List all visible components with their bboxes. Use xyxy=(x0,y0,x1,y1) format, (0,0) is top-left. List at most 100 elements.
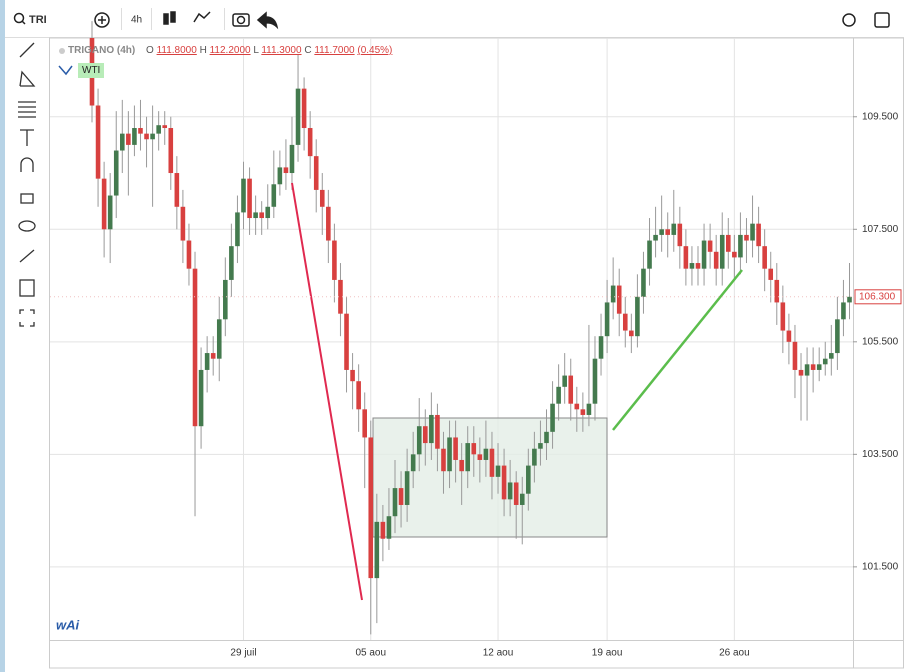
tool-text[interactable] xyxy=(20,129,34,146)
x-tick-label: 12 aou xyxy=(483,648,514,659)
c-value: 111.7000 xyxy=(314,45,355,56)
candle-body xyxy=(132,128,137,145)
tool-fib[interactable] xyxy=(18,101,36,118)
candle-body xyxy=(744,234,749,241)
search-icon[interactable] xyxy=(13,12,25,24)
candle-body xyxy=(732,251,737,258)
candles-icon[interactable] xyxy=(163,13,169,25)
candle-body xyxy=(798,369,804,376)
badge[interactable]: WTI xyxy=(78,63,105,78)
last-price-label: 106.300 xyxy=(859,291,896,302)
candle-body xyxy=(313,156,319,190)
candle-body xyxy=(404,471,410,505)
indicator-logo xyxy=(58,65,73,76)
camera-icon[interactable] xyxy=(232,13,250,27)
candle-body xyxy=(350,369,355,382)
settings-icon[interactable] xyxy=(842,13,856,27)
candle-body xyxy=(592,358,598,404)
candle-body xyxy=(374,521,380,579)
candle-body xyxy=(386,516,392,539)
candle-body xyxy=(453,437,458,460)
left-edge xyxy=(0,0,5,672)
down-trendline[interactable] xyxy=(291,182,363,601)
candles xyxy=(89,21,852,635)
candle-body xyxy=(253,212,258,219)
candle-body xyxy=(550,403,555,432)
candle-body xyxy=(610,285,616,303)
candle-body xyxy=(689,263,695,269)
y-tick-label: 109.500 xyxy=(862,111,899,122)
candle-body xyxy=(683,246,689,269)
candle-body xyxy=(356,381,361,410)
candle-body xyxy=(192,268,198,427)
candle-body xyxy=(835,319,840,354)
candle-body xyxy=(416,426,422,455)
candle-body xyxy=(435,414,440,449)
candle-body xyxy=(641,268,646,297)
tool-link[interactable] xyxy=(19,249,35,263)
tool-line[interactable] xyxy=(19,42,35,58)
last-price-box xyxy=(854,289,902,305)
tool-eye[interactable] xyxy=(18,220,36,232)
y-tick-label: 105.500 xyxy=(862,336,899,347)
candle-body xyxy=(526,465,531,494)
tool-frame[interactable] xyxy=(19,309,35,327)
candle-body xyxy=(659,229,664,235)
candle-body xyxy=(719,234,725,269)
candle-body xyxy=(598,336,604,359)
symbol[interactable]: TRI xyxy=(29,14,47,26)
candle-body xyxy=(677,223,683,247)
candle-body xyxy=(622,313,628,331)
candle-body xyxy=(204,353,210,370)
candle-body xyxy=(726,234,731,252)
y-tick-label: 103.500 xyxy=(862,449,899,460)
candle-body xyxy=(538,443,543,449)
candle-body xyxy=(162,125,168,129)
tool-magnet[interactable] xyxy=(20,157,34,172)
tool-calculator[interactable] xyxy=(19,279,35,297)
candle-body xyxy=(635,296,640,337)
o-label: O xyxy=(146,45,154,56)
add-icon[interactable] xyxy=(94,12,110,28)
candle-body xyxy=(653,234,658,241)
candle-body xyxy=(465,443,471,472)
indicator-icon[interactable] xyxy=(193,11,211,23)
o-value: 111.8000 xyxy=(156,45,197,56)
candle-body xyxy=(477,454,483,460)
candle-body xyxy=(338,279,343,314)
candle-body xyxy=(713,251,719,269)
candle-body xyxy=(616,285,622,314)
c-label: C xyxy=(304,45,312,56)
candle-body xyxy=(398,488,404,505)
up-trendline[interactable] xyxy=(612,269,743,431)
candle-body xyxy=(259,212,264,219)
candle-body xyxy=(301,88,307,129)
candle-body xyxy=(271,184,277,207)
tool-triangle[interactable] xyxy=(19,70,36,87)
candle-body xyxy=(95,105,101,179)
candle-body xyxy=(580,409,586,415)
candle-body xyxy=(265,206,271,219)
candle-body xyxy=(120,133,125,151)
candle-body xyxy=(841,302,846,320)
undo-icon[interactable] xyxy=(256,11,279,30)
candle-body xyxy=(786,330,792,342)
candle-body xyxy=(295,88,301,145)
candle-body xyxy=(156,125,161,134)
tool-lock[interactable] xyxy=(20,193,34,204)
candle-body xyxy=(738,234,743,258)
l-value: 111.3000 xyxy=(261,45,302,56)
interval[interactable]: 4h xyxy=(131,15,142,26)
candle-body xyxy=(695,263,701,269)
candle-body xyxy=(283,167,289,174)
candle-body xyxy=(423,426,428,444)
candle-body xyxy=(198,369,204,427)
candle-body xyxy=(216,319,222,359)
fullscreen-icon[interactable] xyxy=(874,12,890,28)
candle-body xyxy=(210,353,216,359)
candle-body xyxy=(289,144,295,174)
candle-body xyxy=(101,178,107,230)
candle-body xyxy=(707,240,713,252)
